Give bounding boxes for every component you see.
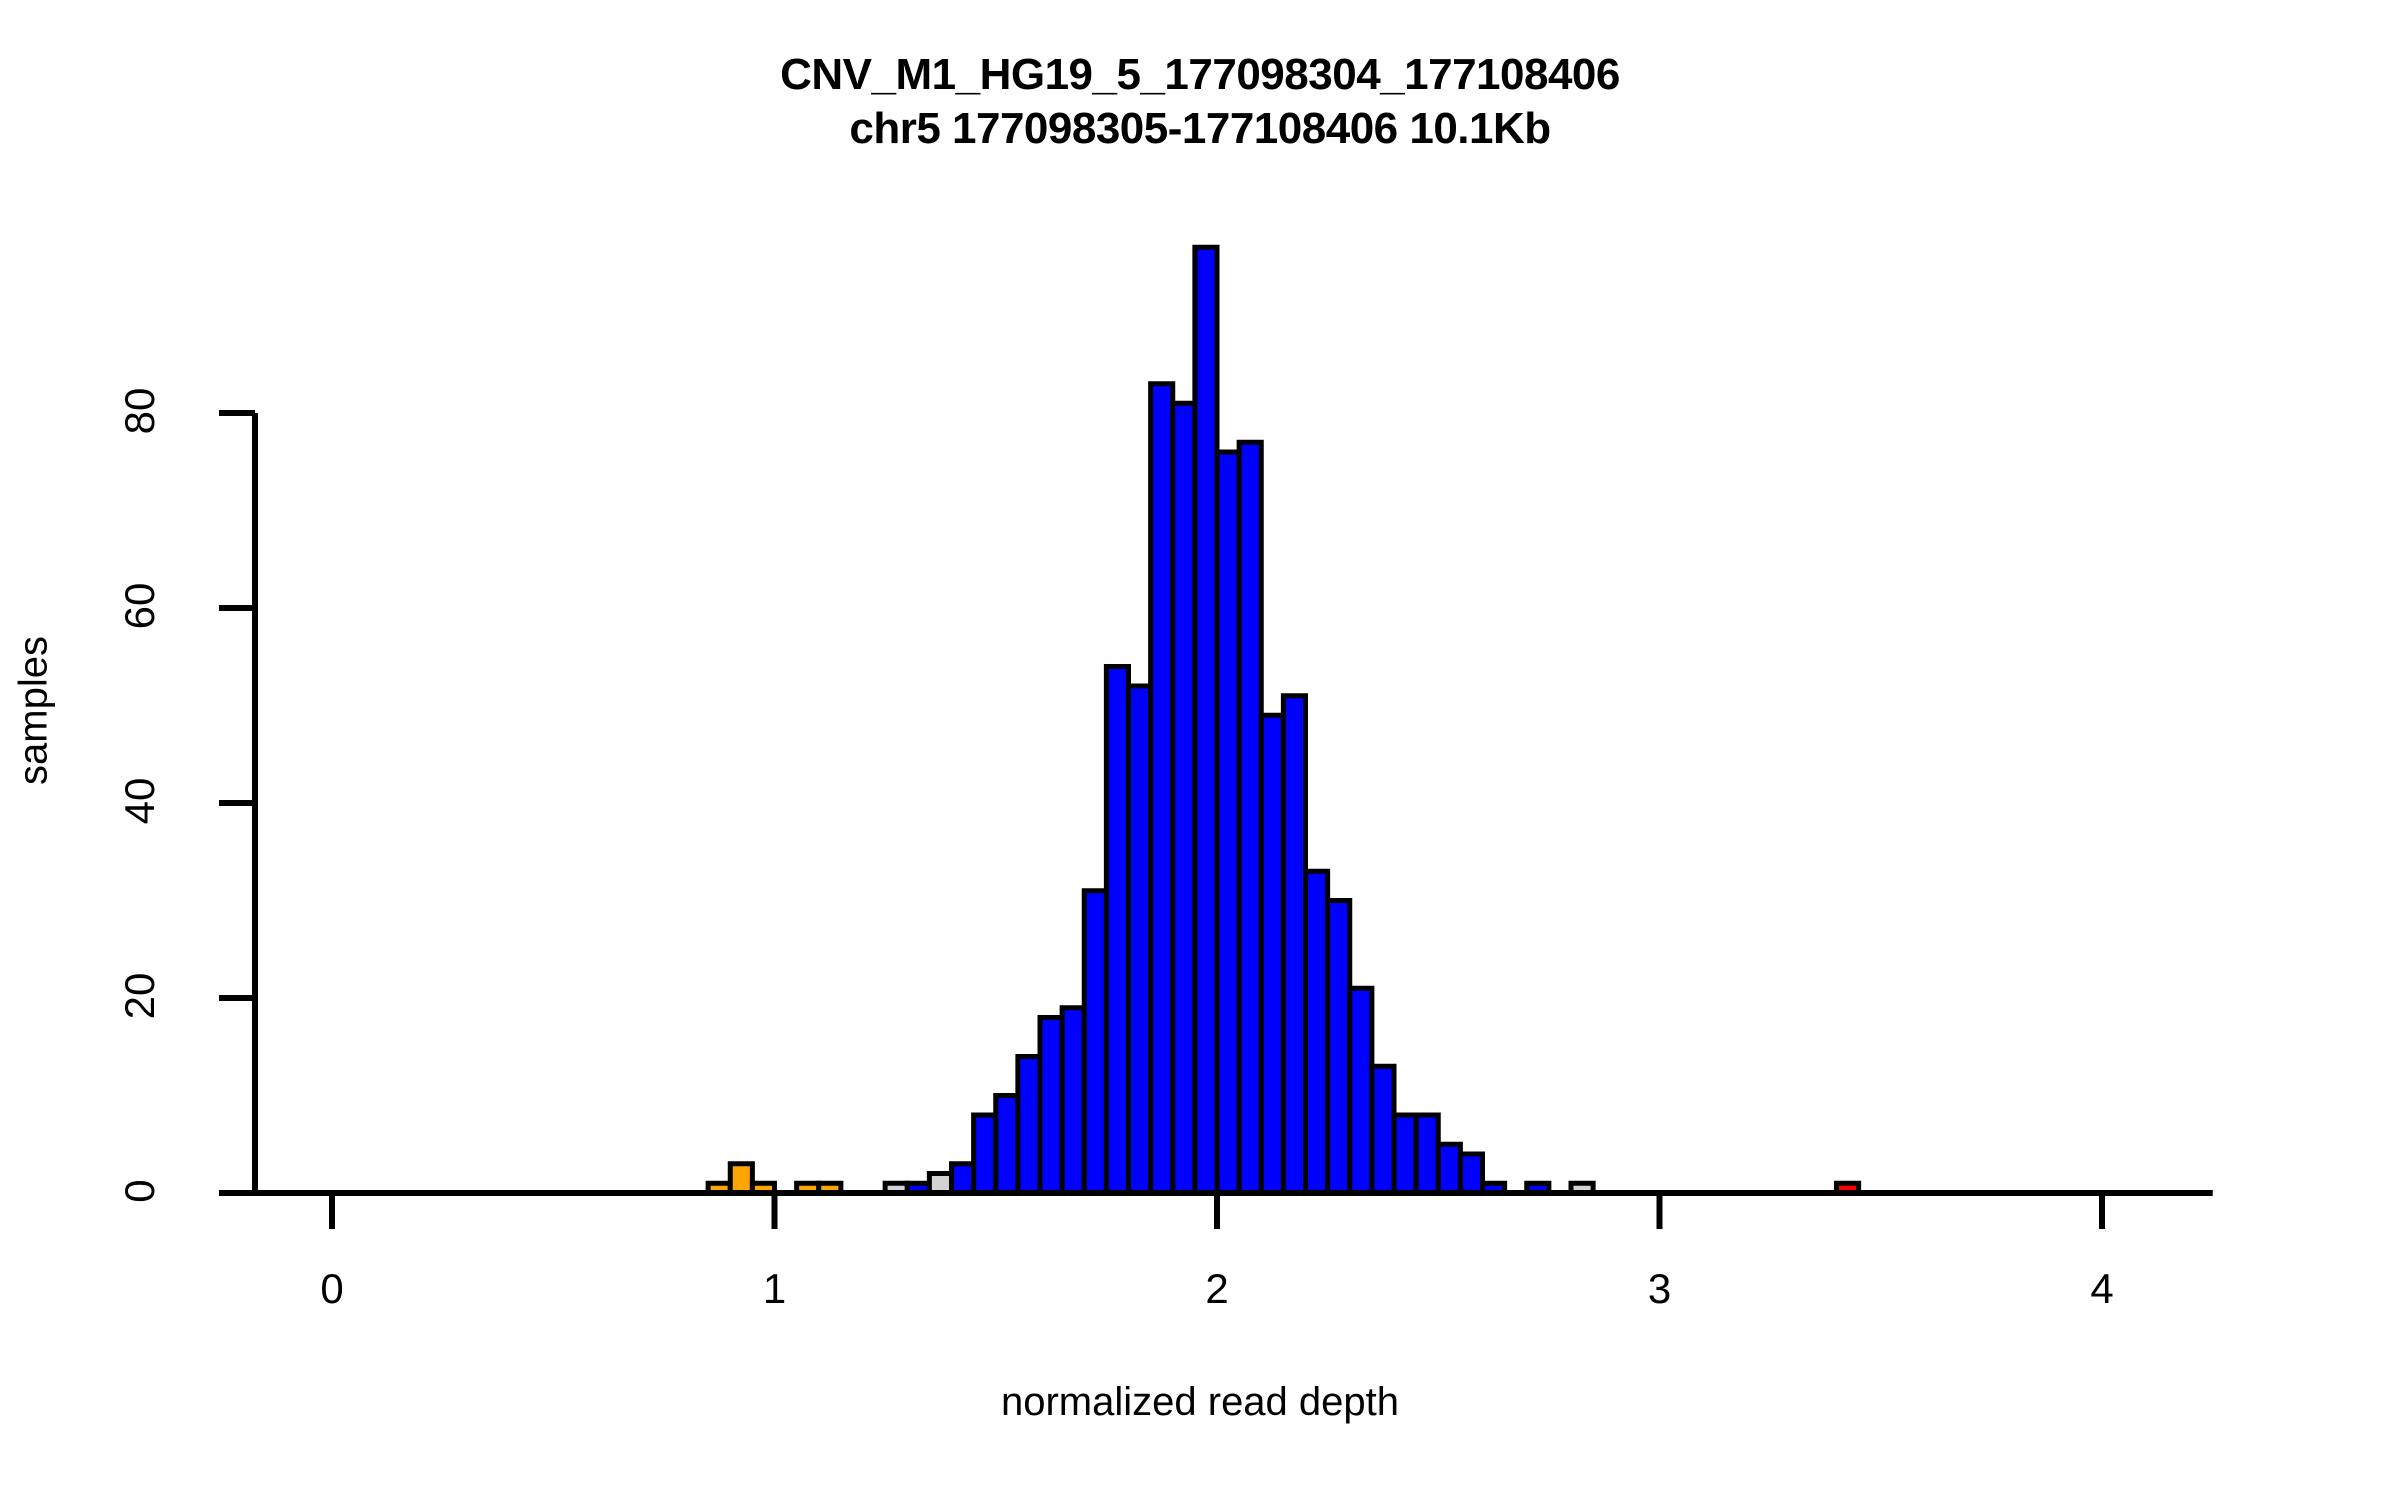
histogram-bar <box>1192 244 1220 1196</box>
histogram-bar <box>1170 400 1198 1196</box>
histogram-bar <box>1280 693 1308 1196</box>
histogram-bar <box>1258 712 1286 1196</box>
histogram-bar <box>1435 1141 1463 1196</box>
histogram-bar <box>1391 1112 1419 1196</box>
histogram-bar <box>1347 985 1375 1196</box>
histogram-bar <box>727 1161 755 1196</box>
x-tick-label: 2 <box>1205 1265 1229 1312</box>
y-tick-label: 60 <box>116 582 163 630</box>
histogram-bar <box>1369 1063 1397 1196</box>
histogram-bar <box>1214 449 1242 1196</box>
chart-title: CNV_M1_HG19_5_177098304_177108406 chr5 1… <box>0 48 2400 156</box>
y-tick-label: 0 <box>116 1179 163 1203</box>
x-tick-label: 1 <box>762 1265 787 1312</box>
histogram-bar <box>1015 1054 1043 1196</box>
x-tick-label: 3 <box>1647 1265 1672 1312</box>
histogram-bar <box>1126 683 1154 1196</box>
chart-subtitle: chr5 177098305-177108406 10.1Kb <box>849 104 1551 153</box>
histogram-bar <box>1037 1015 1065 1196</box>
histogram-bar <box>1059 1005 1087 1196</box>
y-tick-label: 20 <box>116 972 163 1020</box>
histogram-bar <box>1413 1112 1441 1196</box>
histogram-bar <box>1325 898 1353 1196</box>
histogram-bar <box>1236 439 1264 1196</box>
chart-title-line1: CNV_M1_HG19_5_177098304_177108406 <box>780 50 1620 99</box>
histogram-bar <box>1148 381 1176 1196</box>
histogram-bar <box>1081 888 1109 1196</box>
x-tick-label: 4 <box>2090 1265 2114 1312</box>
x-tick-label: 0 <box>320 1265 344 1312</box>
y-tick-label: 40 <box>116 777 163 825</box>
histogram-bar <box>949 1161 977 1196</box>
histogram-bar <box>971 1112 999 1196</box>
histogram-bar <box>993 1093 1021 1196</box>
histogram-bar <box>1457 1151 1485 1196</box>
histogram-bar <box>1103 664 1131 1196</box>
y-tick-label: 80 <box>116 387 163 435</box>
x-axis-label: normalized read depth <box>1000 1380 1400 1424</box>
histogram-bar <box>1303 868 1331 1196</box>
